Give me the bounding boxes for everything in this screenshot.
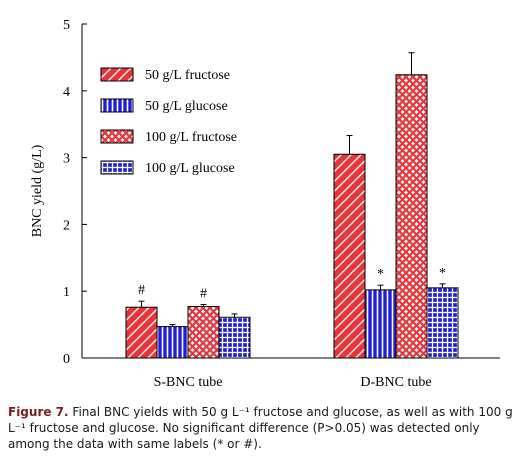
bar (426, 287, 459, 359)
legend-swatch (100, 98, 134, 113)
significance-label: * (377, 267, 384, 282)
figure-label: Figure 7. (8, 405, 69, 419)
y-tick-label: 1 (63, 285, 70, 300)
significance-label: # (200, 287, 207, 302)
caption-text: Final BNC yields with 50 g L⁻¹ fructose … (8, 405, 513, 451)
figure-caption: Figure 7. Final BNC yields with 50 g L⁻¹… (8, 404, 518, 452)
bar (333, 153, 366, 359)
bar (395, 74, 428, 359)
bar (218, 316, 251, 359)
y-tick-label: 2 (63, 218, 70, 233)
legend-swatch (100, 67, 134, 82)
axes: 0 1 2 3 4 5 BNC yield (g/L) S-BNC tube D-BNC tub… (30, 18, 500, 390)
y-tick-label: 4 (63, 85, 70, 100)
y-axis-label: BNC yield (g/L) (30, 144, 45, 237)
y-tick-label: 3 (63, 152, 70, 167)
bar (125, 306, 158, 359)
bar (187, 306, 220, 359)
x-tick-label: D-BNC tube (360, 375, 431, 390)
legend-label: 100 g/L glucose (145, 161, 235, 176)
y-tick-label: 5 (63, 18, 70, 33)
y-tick-label: 0 (63, 352, 70, 367)
bar-chart: 0 1 2 3 4 5 BNC yield (g/L) S-BNC tube D-BNC tub… (30, 18, 500, 390)
legend: 50 g/L fructose 50 g/L glucose 100 g/L fru… (100, 67, 237, 176)
bar (156, 326, 189, 359)
significance-label: # (138, 283, 145, 298)
legend-swatch (100, 160, 134, 175)
x-tick-label: S-BNC tube (154, 375, 223, 390)
significance-label: * (439, 266, 446, 281)
legend-label: 50 g/L glucose (145, 99, 228, 114)
bars-group: # # * * (125, 52, 459, 359)
bar (364, 289, 397, 359)
legend-swatch (100, 129, 134, 144)
legend-label: 100 g/L fructose (145, 130, 237, 145)
legend-label: 50 g/L fructose (145, 68, 230, 83)
